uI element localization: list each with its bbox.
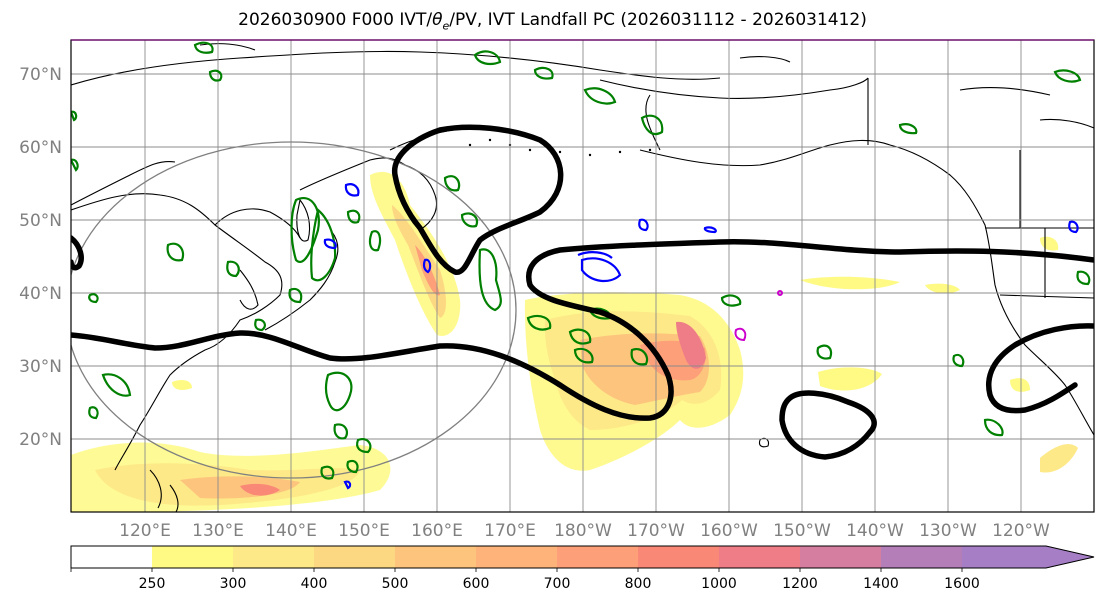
lon-label: 170°E: [484, 521, 536, 541]
lon-label: 170°W: [627, 521, 685, 541]
pv-high-contours: [734, 290, 783, 342]
lon-label: 180°W: [554, 521, 612, 541]
colorbar-swatch: [638, 546, 719, 568]
colorbar-swatch: [233, 546, 314, 568]
lat-label: 40°N: [19, 284, 62, 304]
landfall-pc-contours: [71, 124, 1094, 460]
coastlines: [71, 43, 1094, 512]
title-theta-sub: e: [442, 19, 450, 33]
lat-label: 50°N: [19, 211, 62, 231]
longitude-labels: 120°E 130°E 140°E 150°E 160°E 170°E 180°…: [119, 521, 1050, 541]
lon-label: 160°W: [700, 521, 758, 541]
colorbar-labels: 250 300 400 500 600 700 800 1000 1200 14…: [139, 576, 980, 592]
colorbar-label: 1000: [701, 576, 737, 592]
latitude-labels: 70°N 60°N 50°N 40°N 30°N 20°N: [19, 65, 62, 450]
colorbar-swatch: [71, 546, 152, 568]
colorbar-extend-arrow: [962, 546, 1094, 568]
colorbar-label: 1600: [944, 576, 980, 592]
theta-e-contours: [71, 41, 1091, 480]
colorbar-label: 500: [382, 576, 409, 592]
landfall-radius-circle: [71, 141, 517, 479]
lon-label: 160°E: [411, 521, 463, 541]
colorbar-label: 1200: [782, 576, 818, 592]
colorbar-label: 600: [463, 576, 490, 592]
colorbar-swatch: [476, 546, 557, 568]
colorbar-outline: [70, 545, 1095, 569]
colorbar-label: 1400: [863, 576, 899, 592]
title-theta: θ: [432, 10, 443, 30]
lat-label: 70°N: [19, 65, 62, 85]
map-layers: [71, 40, 1094, 512]
colorbar-swatch: [881, 546, 962, 568]
colorbar-swatch: [314, 546, 395, 568]
lon-label: 140°W: [846, 521, 904, 541]
title-prefix: 2026030900 F000 IVT/: [238, 10, 433, 30]
lat-label: 60°N: [19, 138, 62, 158]
graticule: [71, 40, 1094, 512]
lon-label: 130°W: [919, 521, 977, 541]
colorbar-swatch: [800, 546, 881, 568]
lon-label: 150°E: [338, 521, 390, 541]
colorbar-swatches: [71, 546, 1094, 568]
pv-contours: [323, 183, 1079, 490]
colorbar-swatch: [719, 546, 800, 568]
lat-label: 30°N: [19, 357, 62, 377]
lon-label: 140°E: [265, 521, 317, 541]
colorbar: 250 300 400 500 600 700 800 1000 1200 14…: [70, 545, 1095, 592]
title-suffix: /PV, IVT Landfall PC (2026031112 - 20260…: [449, 10, 867, 30]
colorbar-label: 300: [220, 576, 247, 592]
colorbar-swatch: [152, 546, 233, 568]
colorbar-swatch: [557, 546, 638, 568]
lon-label: 150°W: [773, 521, 831, 541]
colorbar-label: 250: [139, 576, 166, 592]
lon-label: 130°E: [192, 521, 244, 541]
colorbar-ticks: [70, 568, 963, 572]
map-title: 2026030900 F000 IVT/θe/PV, IVT Landfall …: [0, 10, 1105, 32]
colorbar-label: 700: [544, 576, 571, 592]
lat-label: 20°N: [19, 430, 62, 450]
lon-label: 120°E: [119, 521, 171, 541]
colorbar-label: 400: [301, 576, 328, 592]
colorbar-label: 800: [625, 576, 652, 592]
aleutian-islands: [468, 138, 652, 157]
colorbar-swatch: [395, 546, 476, 568]
lon-label: 120°W: [992, 521, 1050, 541]
